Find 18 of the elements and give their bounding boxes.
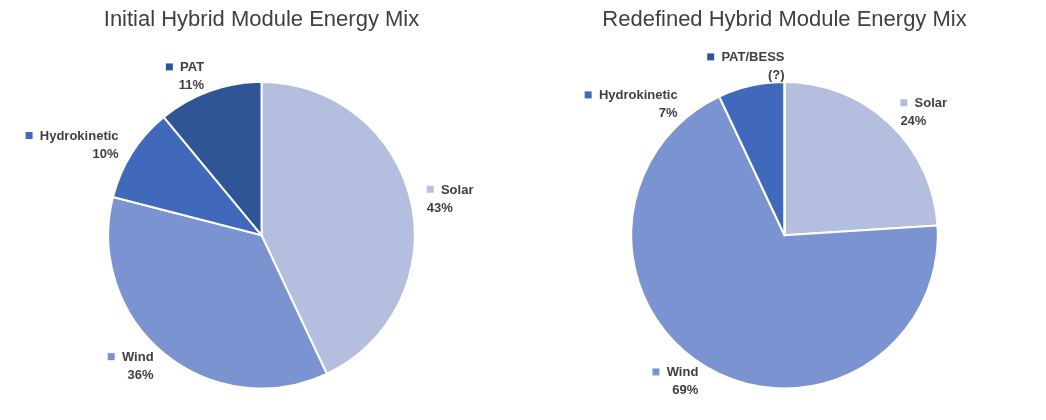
- legend-label: Hydrokinetic: [32, 127, 119, 143]
- legend-label: PAT/BESS: [714, 49, 785, 65]
- legend-label: PAT: [172, 59, 205, 75]
- chart-title: Initial Hybrid Module Energy Mix: [103, 5, 420, 31]
- legend-label: Wind: [659, 364, 699, 380]
- data-label: 10%: [92, 145, 119, 161]
- data-label: 69%: [672, 382, 699, 398]
- data-label: 11%: [178, 77, 205, 93]
- data-label: 7%: [658, 105, 679, 121]
- data-label: 24%: [900, 113, 927, 129]
- data-label: 43%: [426, 199, 454, 215]
- legend-label: Solar: [433, 181, 474, 197]
- data-label: 36%: [127, 367, 155, 383]
- text: (?): [767, 67, 785, 83]
- legend-label: Wind: [114, 349, 154, 365]
- legend-label: Solar: [907, 95, 948, 111]
- legend-label: Hydrokinetic: [591, 87, 678, 103]
- chart-title: Redefined Hybrid Module Energy Mix: [602, 5, 967, 31]
